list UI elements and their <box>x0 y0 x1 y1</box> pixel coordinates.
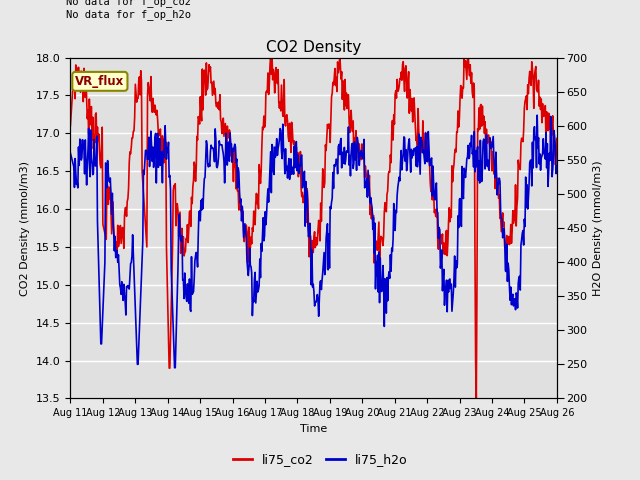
li75_co2 <box>553 136 561 142</box>
li75_co2 <box>373 247 381 253</box>
X-axis label: Time: Time <box>300 424 327 433</box>
li75_co2 <box>67 123 74 129</box>
Line: li75_h2o: li75_h2o <box>70 115 557 368</box>
Y-axis label: CO2 Density (mmol/m3): CO2 Density (mmol/m3) <box>20 160 30 296</box>
li75_h2o <box>125 286 133 292</box>
li75_h2o <box>175 211 183 217</box>
li75_h2o <box>387 268 395 274</box>
li75_h2o <box>553 164 561 169</box>
Text: VR_flux: VR_flux <box>76 75 125 88</box>
li75_co2 <box>200 67 208 73</box>
li75_co2 <box>175 234 182 240</box>
li75_h2o <box>533 112 541 118</box>
li75_h2o <box>373 274 381 279</box>
Legend: li75_co2, li75_h2o: li75_co2, li75_h2o <box>228 448 412 471</box>
li75_h2o <box>67 150 74 156</box>
li75_h2o <box>171 365 179 371</box>
li75_h2o <box>76 163 83 168</box>
li75_co2 <box>472 396 480 401</box>
Line: li75_co2: li75_co2 <box>70 54 557 398</box>
Text: No data for f_op_co2
No data for f_op_h2o: No data for f_op_co2 No data for f_op_h2… <box>65 0 191 20</box>
li75_co2 <box>387 160 395 166</box>
li75_h2o <box>201 175 209 180</box>
li75_co2 <box>268 51 276 57</box>
li75_co2 <box>76 73 83 79</box>
Title: CO2 Density: CO2 Density <box>266 40 361 55</box>
Y-axis label: H2O Density (mmol/m3): H2O Density (mmol/m3) <box>593 160 604 296</box>
li75_co2 <box>125 159 133 165</box>
